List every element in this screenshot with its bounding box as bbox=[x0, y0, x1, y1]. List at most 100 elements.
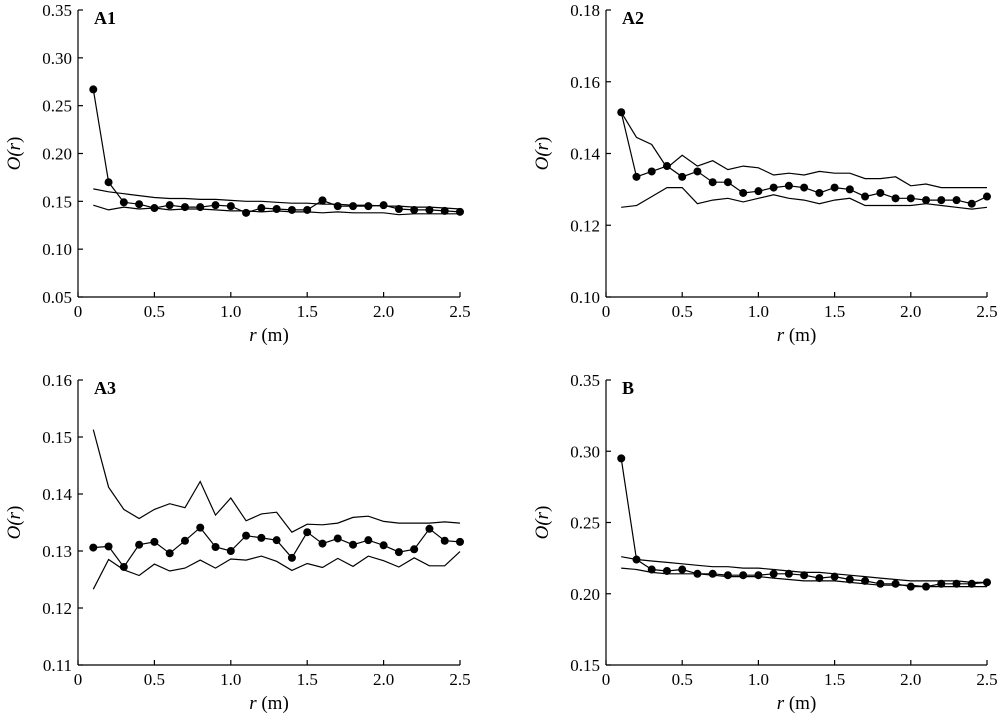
observed-line bbox=[92, 89, 461, 214]
x-tick-label: 0.5 bbox=[672, 670, 693, 689]
y-tick-label: 0.10 bbox=[42, 240, 72, 259]
y-tick-label: 0.30 bbox=[42, 49, 72, 68]
observed-point bbox=[861, 192, 870, 201]
observed-point bbox=[226, 547, 235, 555]
x-tick-label: 1.0 bbox=[748, 302, 769, 321]
observed-point bbox=[983, 192, 991, 201]
observed-point bbox=[891, 579, 900, 588]
panel-label: A3 bbox=[94, 378, 116, 398]
observed-point bbox=[349, 202, 358, 211]
observed-point bbox=[272, 204, 281, 213]
y-tick-label: 0.15 bbox=[570, 656, 600, 675]
y-axis-title: O(r) bbox=[532, 137, 553, 171]
observed-point bbox=[150, 537, 159, 546]
observed-point bbox=[257, 204, 266, 213]
y-tick-label: 0.16 bbox=[42, 371, 72, 390]
y-tick-label: 0.14 bbox=[570, 145, 600, 164]
x-tick-label: 0 bbox=[74, 670, 83, 689]
observed-point bbox=[830, 183, 839, 192]
y-tick-label: 0.20 bbox=[42, 145, 72, 164]
y-tick-label: 0.35 bbox=[42, 1, 72, 20]
x-tick-label: 2.5 bbox=[449, 670, 470, 689]
observed-point bbox=[647, 167, 656, 176]
observed-point bbox=[876, 188, 885, 197]
observed-point bbox=[922, 196, 931, 205]
observed-point bbox=[394, 204, 403, 213]
y-axis-title: O(r) bbox=[532, 506, 553, 540]
observed-point bbox=[769, 569, 778, 578]
observed-point bbox=[135, 200, 144, 209]
y-tick-label: 0.25 bbox=[570, 514, 600, 533]
observed-point bbox=[632, 172, 641, 181]
y-tick-label: 0.12 bbox=[570, 216, 600, 235]
panel-a1: 0 0.5 1.0 1.5 2.0 2.5 0.05 0.10 0.15 0.20 0.25 0.30… bbox=[4, 1, 471, 346]
observed-point bbox=[272, 536, 281, 545]
x-tick-label: 2.5 bbox=[449, 302, 470, 321]
observed-point bbox=[242, 208, 251, 217]
observed-point bbox=[333, 202, 342, 211]
x-tick-label: 0 bbox=[602, 670, 611, 689]
x-axis-title: r (m) bbox=[249, 693, 289, 714]
x-tick-label: 0 bbox=[602, 302, 611, 321]
y-axis-title: O(r) bbox=[4, 506, 25, 540]
y-tick-label: 0.25 bbox=[42, 97, 72, 116]
observed-point bbox=[242, 531, 251, 540]
observed-point bbox=[784, 181, 793, 190]
observed-point bbox=[211, 201, 220, 210]
y-axis-title: O(r) bbox=[4, 137, 25, 171]
observed-point bbox=[410, 545, 419, 554]
observed-point bbox=[937, 579, 946, 588]
observed-point bbox=[708, 569, 717, 578]
x-tick-label: 1.0 bbox=[748, 670, 769, 689]
y-tick-label: 0.14 bbox=[42, 485, 72, 504]
observed-point bbox=[135, 540, 144, 549]
x-tick-label: 0.5 bbox=[144, 670, 165, 689]
observed-point bbox=[861, 576, 870, 585]
x-tick-label: 1.5 bbox=[824, 670, 845, 689]
observed-point bbox=[754, 187, 763, 196]
envelope-upper-line bbox=[93, 188, 461, 210]
observed-point bbox=[379, 201, 388, 210]
observed-point bbox=[89, 85, 98, 94]
observed-point bbox=[815, 574, 824, 583]
envelope-upper-line bbox=[620, 111, 987, 189]
observed-point bbox=[952, 196, 961, 205]
observed-point bbox=[226, 202, 235, 211]
y-tick-label: 0.05 bbox=[42, 288, 72, 307]
observed-point bbox=[617, 454, 626, 463]
observed-point bbox=[784, 569, 793, 578]
observed-point bbox=[211, 543, 220, 552]
observed-point bbox=[180, 536, 189, 545]
observed-point bbox=[196, 523, 205, 532]
panel-a3: 0 0.5 1.0 1.5 2.0 2.5 0.11 0.12 0.13 0.14 0.15 0.16… bbox=[4, 371, 471, 714]
observed-point bbox=[937, 196, 946, 205]
envelope-lower-line bbox=[621, 187, 988, 210]
x-tick-label: 2.0 bbox=[373, 670, 394, 689]
observed-point bbox=[678, 565, 687, 574]
observed-point bbox=[830, 572, 839, 581]
x-tick-label: 2.0 bbox=[900, 670, 921, 689]
x-tick-label: 2.5 bbox=[976, 670, 997, 689]
observed-point bbox=[800, 183, 809, 192]
observed-point bbox=[180, 203, 189, 212]
observed-point bbox=[678, 172, 687, 181]
observed-point bbox=[89, 543, 98, 552]
panel-a2: 0 0.5 1.0 1.5 2.0 2.5 0.10 0.12 0.14 0.16 0.18 r (m… bbox=[532, 1, 998, 346]
observed-point bbox=[754, 571, 763, 580]
observed-point bbox=[165, 549, 174, 558]
observed-point bbox=[739, 571, 748, 580]
observed-point bbox=[303, 205, 312, 214]
observed-point bbox=[723, 178, 732, 187]
observed-point bbox=[891, 194, 900, 203]
observed-point bbox=[379, 541, 388, 550]
x-tick-label: 2.5 bbox=[976, 302, 997, 321]
panel-label: A1 bbox=[94, 8, 116, 28]
observed-point bbox=[104, 178, 113, 187]
panel-label: A2 bbox=[622, 8, 644, 28]
x-tick-label: 1.5 bbox=[297, 670, 318, 689]
observed-point bbox=[333, 534, 342, 543]
y-tick-label: 0.15 bbox=[42, 192, 72, 211]
observed-line bbox=[620, 458, 988, 588]
observed-point bbox=[119, 198, 128, 207]
observed-point bbox=[410, 205, 419, 214]
